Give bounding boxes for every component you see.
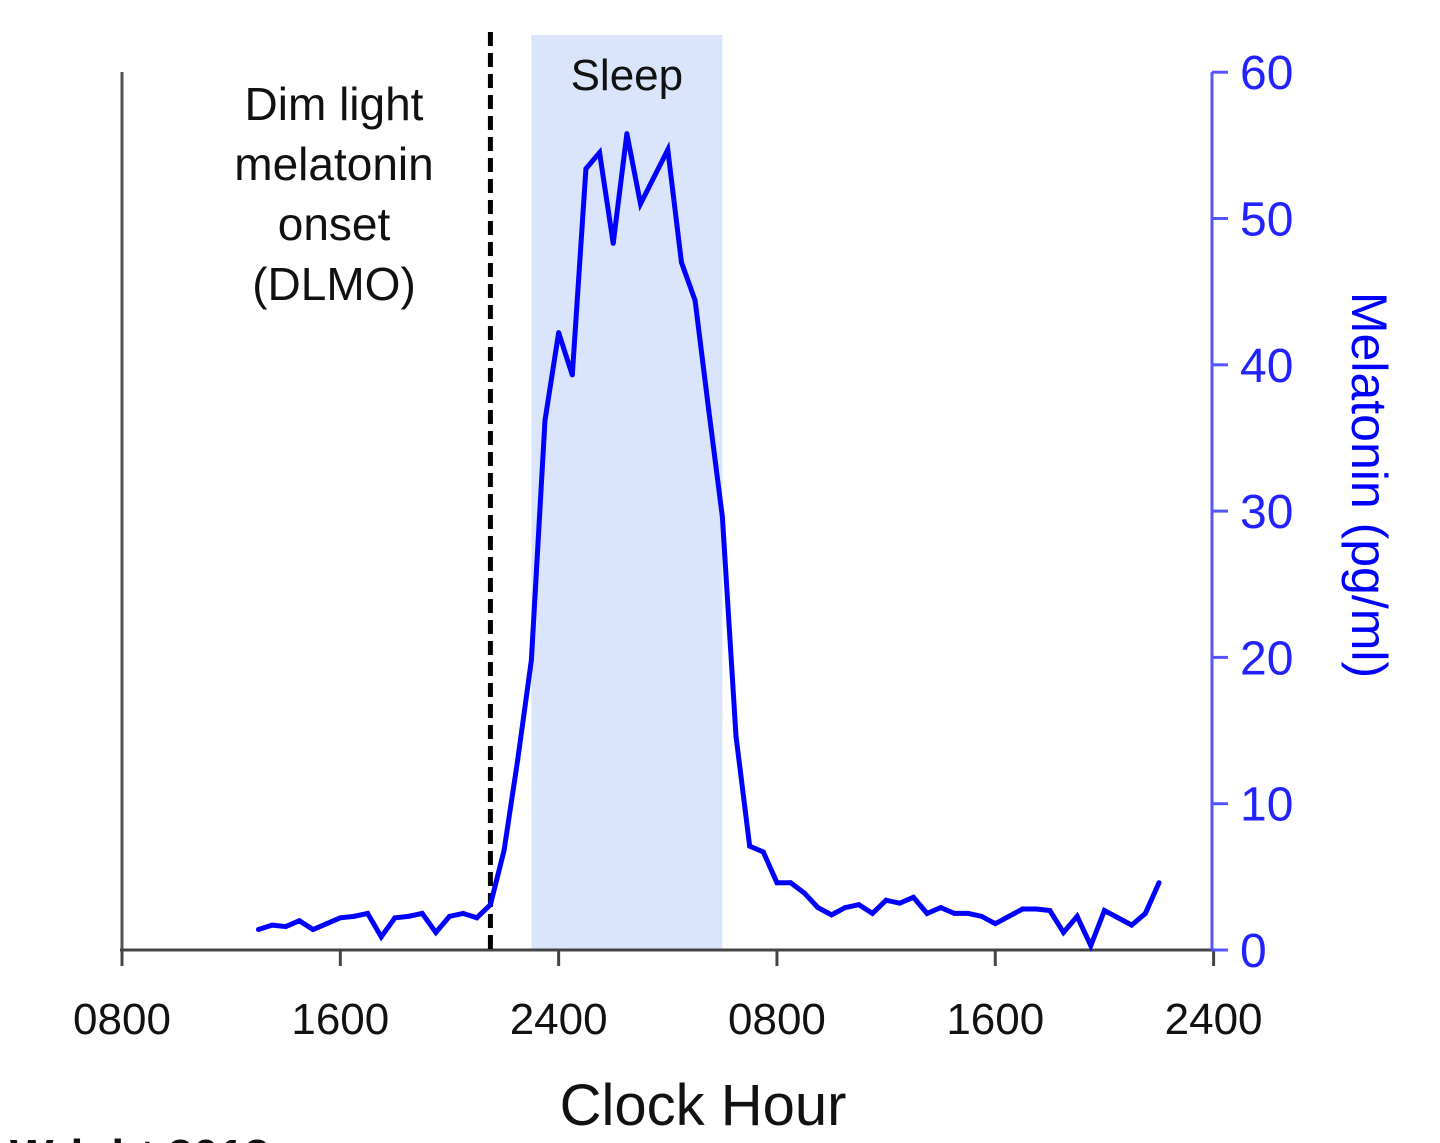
melatonin-series (255, 131, 1162, 952)
data-point (296, 918, 302, 924)
data-point (638, 201, 644, 207)
y-axis-label: Melatonin (pg/ml) (1341, 292, 1397, 678)
data-point (829, 912, 835, 918)
data-point (706, 407, 712, 413)
y-tick-label: 20 (1240, 632, 1293, 685)
data-point (924, 910, 930, 916)
data-point (760, 849, 766, 855)
data-point (883, 897, 889, 903)
data-point (1101, 907, 1107, 913)
data-point (515, 757, 521, 763)
data-point (897, 900, 903, 906)
data-point (501, 848, 507, 854)
dlmo-label: Dim light melatonin onset (DLMO) (234, 78, 433, 310)
data-point (624, 131, 630, 137)
data-point (378, 934, 384, 940)
data-point (1156, 880, 1162, 886)
data-point (1142, 910, 1148, 916)
data-point (979, 913, 985, 919)
data-point (842, 905, 848, 911)
data-point (351, 913, 357, 919)
data-point (1020, 906, 1026, 912)
data-point (337, 915, 343, 921)
y-tick-label: 60 (1240, 47, 1293, 100)
data-point (419, 910, 425, 916)
data-point (474, 915, 480, 921)
data-point (583, 166, 589, 172)
data-point (678, 259, 684, 265)
data-point (665, 147, 671, 153)
data-point (556, 330, 562, 336)
data-point (1061, 929, 1067, 935)
x-tick-label: 2400 (1165, 995, 1263, 1044)
data-point (951, 910, 957, 916)
y-tick-label: 10 (1240, 779, 1293, 832)
citation: Wright 2013 (10, 1130, 270, 1143)
data-point (815, 905, 821, 911)
x-axis-label: Clock Hour (560, 1073, 847, 1138)
x-tick-label: 0800 (73, 995, 171, 1044)
data-point (310, 927, 316, 933)
data-point (1088, 943, 1094, 949)
data-point (1115, 915, 1121, 921)
dlmo-label-line: melatonin (234, 138, 433, 190)
data-point (965, 910, 971, 916)
data-point (938, 905, 944, 911)
data-point (747, 843, 753, 849)
data-point (392, 915, 398, 921)
x-ticks: 0800 1600 2400 0800 1600 2400 (73, 950, 1263, 1044)
data-point (542, 417, 548, 423)
x-tick-label: 0800 (728, 995, 826, 1044)
y-tick-label: 0 (1240, 925, 1267, 978)
data-point (446, 913, 452, 919)
data-point (269, 922, 275, 928)
x-tick-label: 2400 (510, 995, 608, 1044)
data-point (1129, 922, 1135, 928)
data-point (460, 910, 466, 916)
dlmo-label-line: (DLMO) (252, 258, 416, 310)
data-point (788, 880, 794, 886)
data-point (1047, 907, 1053, 913)
data-point (856, 902, 862, 908)
sleep-label: Sleep (571, 51, 684, 100)
data-point (910, 894, 916, 900)
y-ticks: 0 10 20 30 40 50 60 (1212, 47, 1293, 978)
data-point (610, 240, 616, 246)
data-point (733, 733, 739, 739)
dlmo-label-line: onset (278, 198, 391, 250)
data-point (255, 927, 261, 933)
data-point (528, 657, 534, 663)
data-point (992, 921, 998, 927)
data-point (487, 902, 493, 908)
data-point (692, 297, 698, 303)
data-point (406, 913, 412, 919)
sleep-band (531, 35, 723, 950)
x-tick-label: 1600 (946, 995, 1044, 1044)
data-point (283, 924, 289, 930)
y-tick-label: 50 (1240, 194, 1293, 247)
data-point (569, 372, 575, 378)
data-point (1033, 906, 1039, 912)
dlmo-label-line: Dim light (245, 78, 424, 130)
data-point (774, 880, 780, 886)
data-point (719, 514, 725, 520)
data-point (365, 910, 371, 916)
data-point (433, 929, 439, 935)
data-point (1006, 913, 1012, 919)
data-point (324, 921, 330, 927)
data-point (1074, 913, 1080, 919)
y-tick-label: 40 (1240, 340, 1293, 393)
data-point (597, 150, 603, 156)
y-tick-label: 30 (1240, 486, 1293, 539)
data-point (869, 910, 875, 916)
data-point (801, 890, 807, 896)
x-tick-label: 1600 (291, 995, 389, 1044)
